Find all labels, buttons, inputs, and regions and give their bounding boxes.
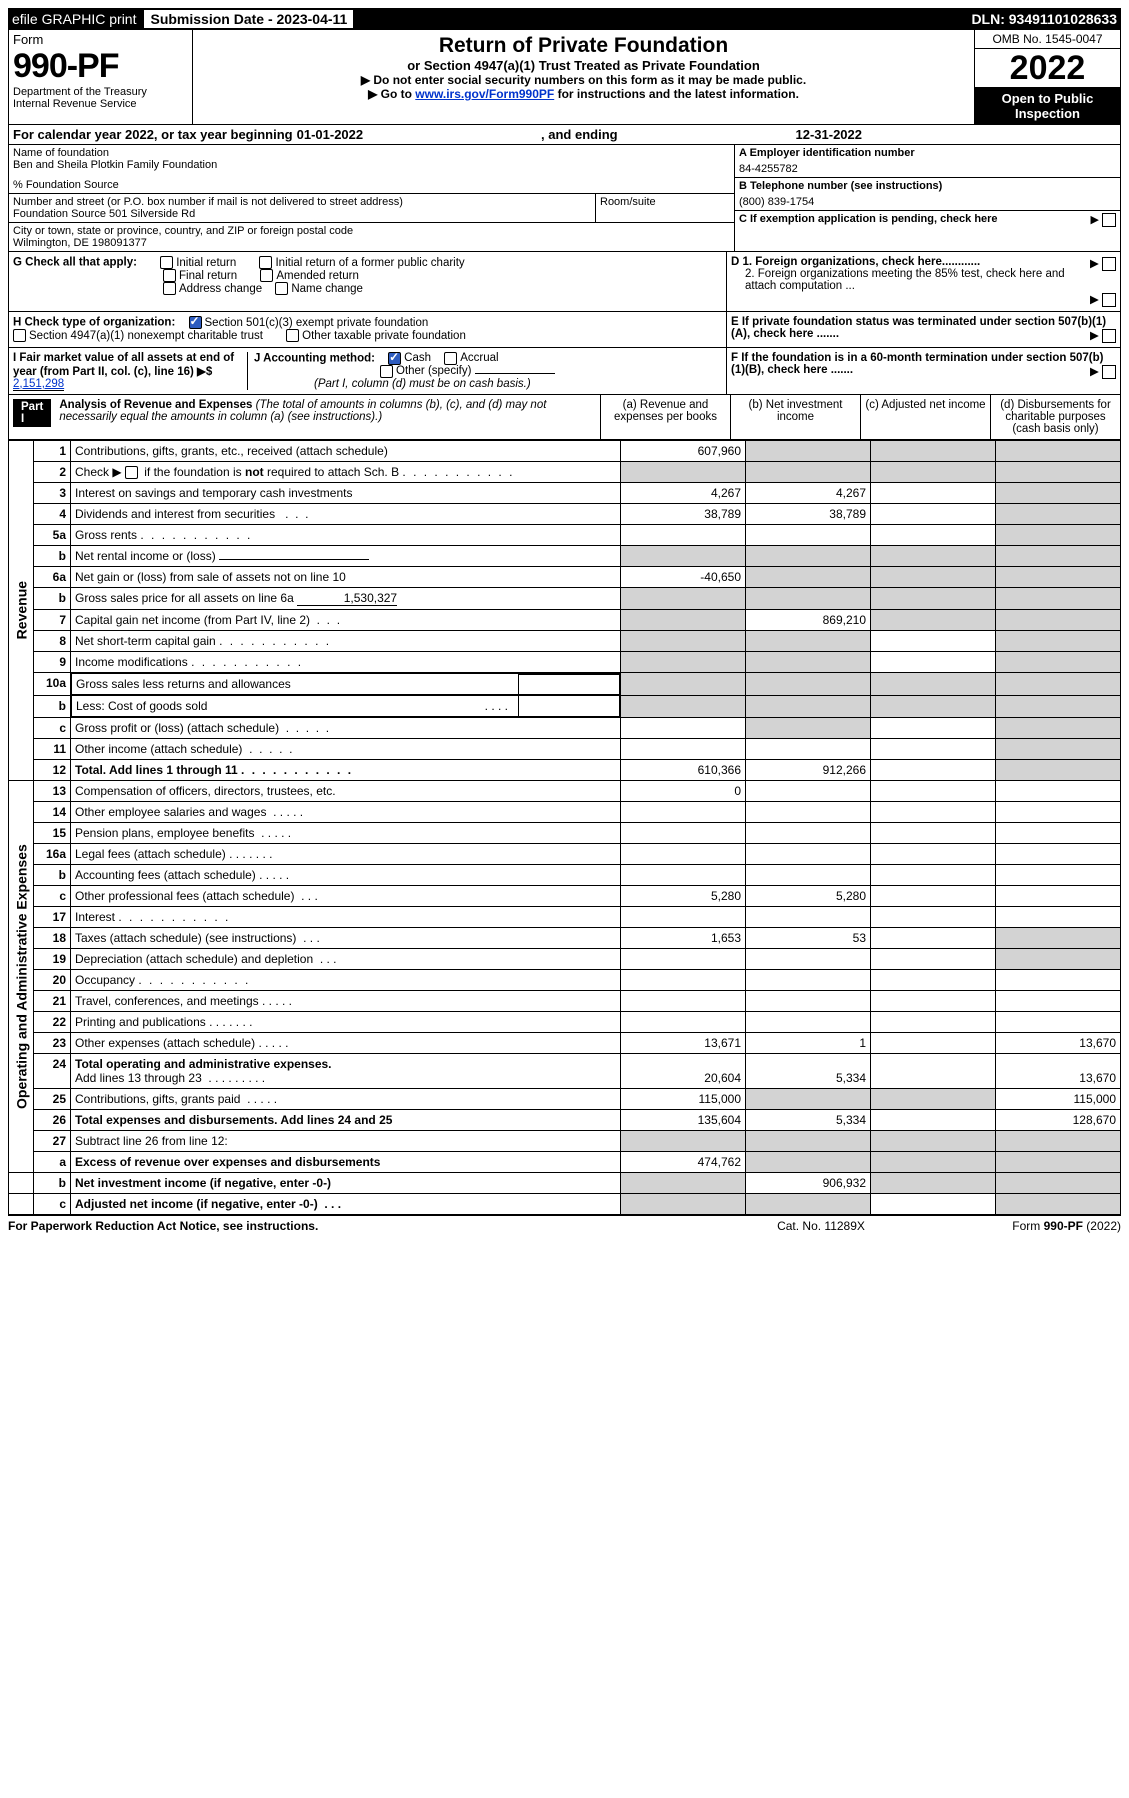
other-method-checkbox[interactable]	[380, 365, 393, 378]
room-label: Room/suite	[600, 196, 730, 208]
line-1-desc: Contributions, gifts, grants, etc., rece…	[71, 440, 621, 461]
city-label: City or town, state or province, country…	[13, 225, 730, 237]
e-checkbox[interactable]	[1102, 329, 1116, 343]
irs-link[interactable]: www.irs.gov/Form990PF	[415, 87, 554, 101]
h-e-row: H Check type of organization: Section 50…	[8, 312, 1121, 348]
phone-label: B Telephone number (see instructions)	[739, 180, 1116, 192]
schB-checkbox[interactable]	[125, 466, 138, 479]
top-bar: efile GRAPHIC print Submission Date - 20…	[8, 8, 1121, 30]
address-change-checkbox[interactable]	[163, 282, 176, 295]
efile-label[interactable]: efile GRAPHIC print	[12, 11, 136, 27]
dept-treasury: Department of the Treasury	[13, 86, 188, 98]
col-a-header: (a) Revenue and expenses per books	[600, 395, 730, 439]
irs-label: Internal Revenue Service	[13, 98, 188, 110]
i-j-f-row: I Fair market value of all assets at end…	[8, 348, 1121, 395]
name-change-checkbox[interactable]	[275, 282, 288, 295]
i-label: I Fair market value of all assets at end…	[13, 352, 234, 378]
j-note: (Part I, column (d) must be on cash basi…	[314, 378, 531, 390]
j-label: J Accounting method:	[254, 352, 375, 364]
g-d-row: G Check all that apply: Initial return I…	[8, 252, 1121, 312]
ssn-warning: ▶ Do not enter social security numbers o…	[197, 73, 970, 87]
address-label: Number and street (or P.O. box number if…	[13, 196, 591, 208]
ty-end: 12-31-2022	[796, 127, 863, 142]
expenses-side-label: Operating and Administrative Expenses	[9, 781, 34, 1173]
part-i-header-row: Part I Analysis of Revenue and Expenses …	[8, 395, 1121, 440]
part-i-title: Analysis of Revenue and Expenses	[59, 399, 252, 411]
amended-return-checkbox[interactable]	[260, 269, 273, 282]
fmv-value[interactable]: 2,151,298	[13, 378, 64, 391]
final-return-checkbox[interactable]	[163, 269, 176, 282]
col-b-header: (b) Net investment income	[730, 395, 860, 439]
line-1-a: 607,960	[621, 440, 746, 461]
ein-value: 84-4255782	[739, 163, 1116, 175]
g-label: G Check all that apply:	[13, 257, 137, 269]
submission-date: Submission Date - 2023-04-11	[144, 10, 353, 28]
part-i-badge: Part I	[13, 399, 51, 427]
tax-year: 2022	[975, 49, 1120, 88]
form-ref: Form 990-PF (2022)	[921, 1219, 1121, 1233]
f-label: F If the foundation is in a 60-month ter…	[731, 352, 1104, 376]
omb-number: OMB No. 1545-0047	[975, 30, 1120, 49]
form-header: Form 990-PF Department of the Treasury I…	[8, 30, 1121, 125]
d2-label: 2. Foreign organizations meeting the 85%…	[731, 268, 1116, 292]
form-label: Form	[13, 32, 188, 47]
address: Foundation Source 501 Silverside Rd	[13, 208, 591, 220]
initial-return-checkbox[interactable]	[160, 256, 173, 269]
paperwork-notice: For Paperwork Reduction Act Notice, see …	[8, 1219, 721, 1233]
d1-checkbox[interactable]	[1102, 257, 1116, 271]
revenue-expense-table: Revenue 1 Contributions, gifts, grants, …	[8, 440, 1121, 1215]
ein-label: A Employer identification number	[739, 147, 1116, 159]
e-label: E If private foundation status was termi…	[731, 316, 1106, 340]
open-public-badge: Open to Public Inspection	[975, 88, 1120, 124]
care-of: % Foundation Source	[13, 179, 730, 191]
foundation-name: Ben and Sheila Plotkin Family Foundation	[13, 159, 730, 171]
exemption-checkbox[interactable]	[1102, 213, 1116, 227]
cash-checkbox[interactable]	[388, 352, 401, 365]
501c3-checkbox[interactable]	[189, 316, 202, 329]
accrual-checkbox[interactable]	[444, 352, 457, 365]
d2-checkbox[interactable]	[1102, 293, 1116, 307]
city-state-zip: Wilmington, DE 198091377	[13, 237, 730, 249]
form-title: Return of Private Foundation	[197, 34, 970, 58]
revenue-side-label: Revenue	[9, 440, 34, 780]
ty-begin: 01-01-2022	[297, 127, 364, 142]
goto-line: ▶ Go to www.irs.gov/Form990PF for instru…	[197, 87, 970, 101]
dln: DLN: 93491101028633	[971, 11, 1117, 27]
name-of-foundation-label: Name of foundation	[13, 147, 730, 159]
initial-former-checkbox[interactable]	[259, 256, 272, 269]
phone-value: (800) 839-1754	[739, 196, 1116, 208]
footer: For Paperwork Reduction Act Notice, see …	[8, 1215, 1121, 1233]
col-d-header: (d) Disbursements for charitable purpose…	[990, 395, 1120, 439]
entity-block: Name of foundation Ben and Sheila Plotki…	[8, 145, 1121, 252]
other-taxable-checkbox[interactable]	[286, 329, 299, 342]
form-subtitle: or Section 4947(a)(1) Trust Treated as P…	[197, 58, 970, 73]
form-number: 990-PF	[13, 47, 188, 86]
h-label: H Check type of organization:	[13, 317, 175, 329]
exemption-pending-label: C If exemption application is pending, c…	[739, 213, 998, 225]
calendar-year-row: For calendar year 2022, or tax year begi…	[8, 125, 1121, 145]
col-c-header: (c) Adjusted net income	[860, 395, 990, 439]
d1-label: D 1. Foreign organizations, check here..…	[731, 256, 1116, 268]
4947-checkbox[interactable]	[13, 329, 26, 342]
cat-no: Cat. No. 11289X	[721, 1219, 921, 1233]
f-checkbox[interactable]	[1102, 365, 1116, 379]
